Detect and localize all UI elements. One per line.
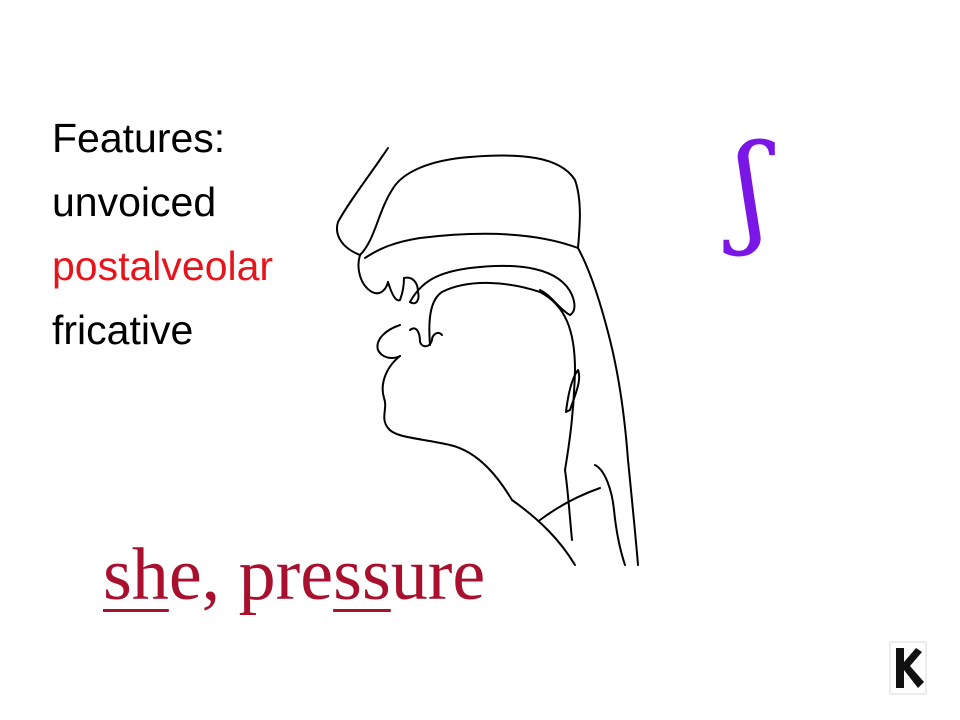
larynx [594, 464, 626, 566]
nasal-cavity-outline [359, 154, 581, 256]
feature-voicing: unvoiced [52, 179, 217, 225]
example-underlined-sh: sh [103, 534, 169, 616]
chin-jaw [381, 355, 513, 501]
nose-outline [336, 147, 389, 256]
feature-manner: fricative [52, 307, 194, 353]
lower-lip [376, 324, 401, 359]
epiglottis [565, 369, 581, 413]
features-list: Features: unvoiced postalveolar fricativ… [52, 106, 273, 362]
lower-teeth [409, 327, 443, 348]
pharynx-back-wall [577, 247, 639, 566]
features-heading: Features: [52, 115, 226, 161]
upper-teeth [387, 277, 405, 302]
example-text-part1: e, pre [168, 534, 334, 616]
ipa-symbol: ʃ [735, 120, 768, 259]
feature-place: postalveolar [52, 243, 274, 289]
corner-logo-icon [889, 641, 927, 695]
larynx-inner [511, 499, 576, 566]
upper-lip [357, 254, 389, 295]
alveolar-ridge [403, 276, 420, 305]
example-words: she, pressure [103, 530, 485, 620]
tongue [428, 281, 576, 471]
neck-front [539, 487, 601, 521]
palate-upper [364, 232, 579, 259]
pharynx-front [564, 469, 573, 541]
palate-line [409, 264, 576, 316]
example-underlined-ss: ss [333, 534, 391, 616]
example-text-part2: ure [390, 534, 486, 616]
